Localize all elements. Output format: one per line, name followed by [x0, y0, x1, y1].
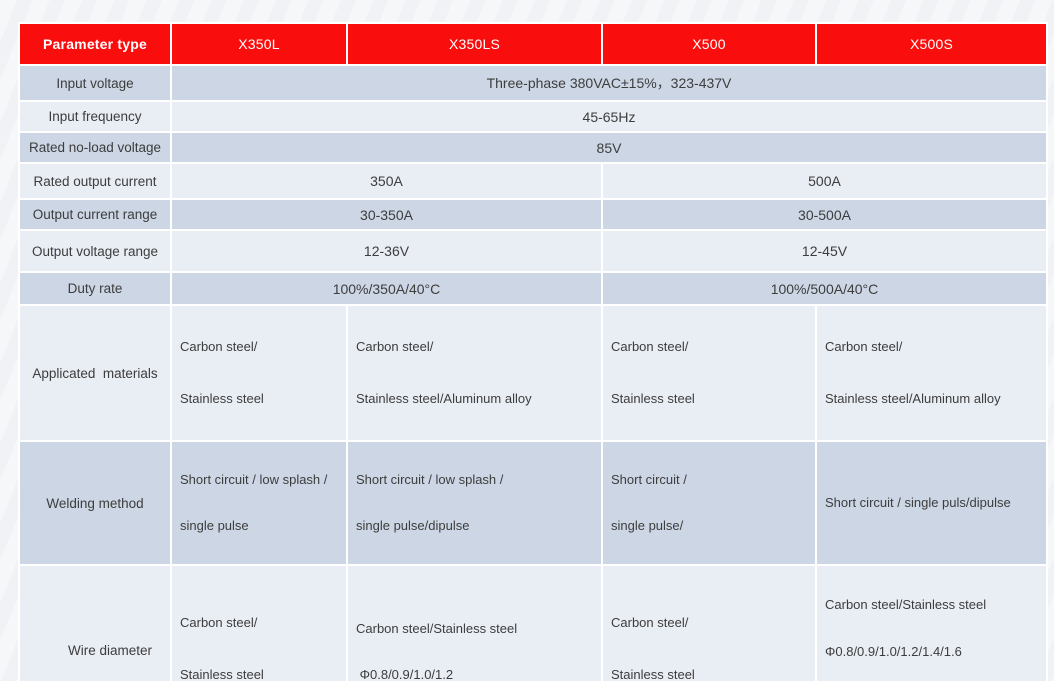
cell-input-voltage: Three-phase 380VAC±15%，323-437V	[172, 66, 1046, 100]
spec-table: Parameter type X350L X350LS X500 X500S I…	[18, 22, 1048, 681]
cell-applicated-materials-x500s: Carbon steel/ Stainless steel/Aluminum a…	[817, 306, 1046, 440]
column-header-x500s: X500S	[817, 24, 1046, 64]
row-label-wire-diameter: Wire diameter (mm)	[20, 566, 170, 681]
row-label-welding-method: Welding method	[20, 442, 170, 564]
row-label-rated-output-current: Rated output current	[20, 164, 170, 198]
row-output-current-range: Output current range 30-350A 30-500A	[20, 200, 1046, 229]
cell-output-voltage-range-x350: 12-36V	[172, 231, 601, 271]
cell-rated-output-current-x500: 500A	[603, 164, 1046, 198]
cell-rated-output-current-x350: 350A	[172, 164, 601, 198]
cell-applicated-materials-x350l: Carbon steel/ Stainless steel	[172, 306, 346, 440]
cell-duty-rate-x500: 100%/500A/40°C	[603, 273, 1046, 304]
row-duty-rate: Duty rate 100%/350A/40°C 100%/500A/40°C	[20, 273, 1046, 304]
row-label-input-voltage: Input voltage	[20, 66, 170, 100]
column-header-x350ls: X350LS	[348, 24, 601, 64]
cell-welding-method-x350ls: Short circuit / low splash / single puls…	[348, 442, 601, 564]
cell-wire-diameter-x500s: Carbon steel/Stainless steel Φ0.8/0.9/1.…	[817, 566, 1046, 681]
cell-duty-rate-x350: 100%/350A/40°C	[172, 273, 601, 304]
table-header-row: Parameter type X350L X350LS X500 X500S	[20, 24, 1046, 64]
row-output-voltage-range: Output voltage range 12-36V 12-45V	[20, 231, 1046, 271]
row-input-frequency: Input frequency 45-65Hz	[20, 102, 1046, 131]
row-input-voltage: Input voltage Three-phase 380VAC±15%，323…	[20, 66, 1046, 100]
cell-rated-no-load-voltage: 85V	[172, 133, 1046, 162]
row-rated-output-current: Rated output current 350A 500A	[20, 164, 1046, 198]
cell-welding-method-x500s: Short circuit / single puls/dipulse	[817, 442, 1046, 564]
cell-welding-method-x350l: Short circuit / low splash / single puls…	[172, 442, 346, 564]
row-label-duty-rate: Duty rate	[20, 273, 170, 304]
row-wire-diameter: Wire diameter (mm) Carbon steel/ Stainle…	[20, 566, 1046, 681]
cell-output-current-range-x350: 30-350A	[172, 200, 601, 229]
cell-wire-diameter-x350ls: Carbon steel/Stainless steel Φ0.8/0.9/1.…	[348, 566, 601, 681]
row-label-output-voltage-range: Output voltage range	[20, 231, 170, 271]
cell-wire-diameter-x500: Carbon steel/ Stainless steel Φ0.8/0.9/1…	[603, 566, 815, 681]
row-label-applicated-materials: Applicated materials	[20, 306, 170, 440]
parameter-type-header: Parameter type	[20, 24, 170, 64]
cell-welding-method-x500: Short circuit / single pulse/	[603, 442, 815, 564]
cell-input-frequency: 45-65Hz	[172, 102, 1046, 131]
row-applicated-materials: Applicated materials Carbon steel/ Stain…	[20, 306, 1046, 440]
cell-wire-diameter-x350l: Carbon steel/ Stainless steel Φ0.8/0.9/1…	[172, 566, 346, 681]
column-header-x500: X500	[603, 24, 815, 64]
cell-applicated-materials-x500: Carbon steel/ Stainless steel	[603, 306, 815, 440]
row-label-input-frequency: Input frequency	[20, 102, 170, 131]
cell-output-current-range-x500: 30-500A	[603, 200, 1046, 229]
cell-applicated-materials-x350ls: Carbon steel/ Stainless steel/Aluminum a…	[348, 306, 601, 440]
row-label-rated-no-load-voltage: Rated no-load voltage	[20, 133, 170, 162]
column-header-x350l: X350L	[172, 24, 346, 64]
row-rated-no-load-voltage: Rated no-load voltage 85V	[20, 133, 1046, 162]
cell-output-voltage-range-x500: 12-45V	[603, 231, 1046, 271]
row-welding-method: Welding method Short circuit / low splas…	[20, 442, 1046, 564]
row-label-output-current-range: Output current range	[20, 200, 170, 229]
